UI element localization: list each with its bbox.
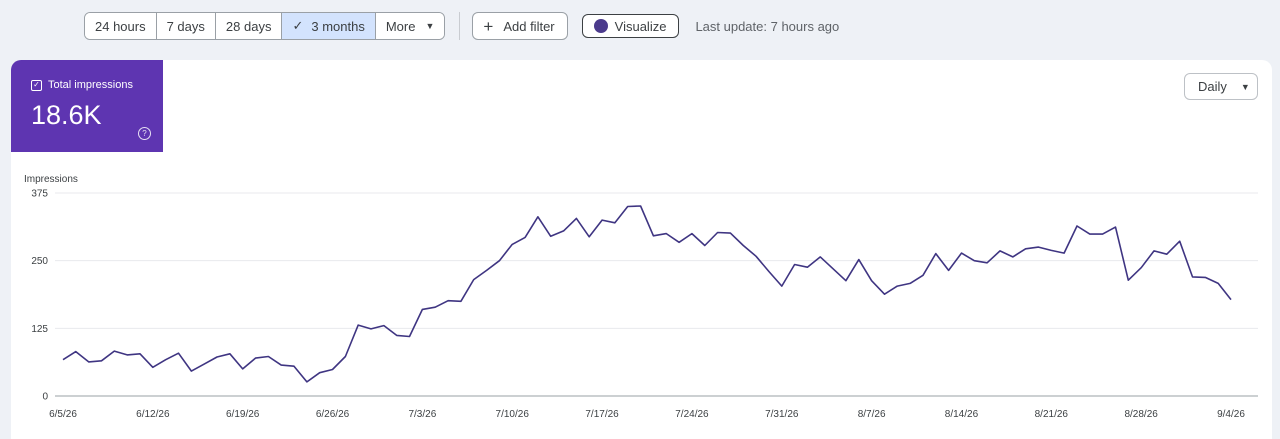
add-filter-button[interactable]: + Add filter [472,12,568,40]
visualize-button[interactable]: Visualize [581,14,680,38]
caret-down-icon: ▼ [425,21,435,31]
date-range-selector: 24 hours 7 days 28 days ✓ 3 months More … [84,12,446,40]
range-7-days-button[interactable]: 7 days [156,13,216,39]
add-filter-label: Add filter [503,18,555,34]
range-3-months-label: 3 months [311,18,365,34]
range-28-days-button[interactable]: 28 days [215,13,283,39]
performance-card [11,60,1272,439]
metric-label: Total impressions [48,79,133,91]
more-dropdown[interactable]: More ▼ [375,13,445,39]
granularity-dropdown[interactable]: Daily ▼ [1184,73,1258,100]
checkbox-checked-icon[interactable]: ✓ [31,79,42,91]
toolbar: 24 hours 7 days 28 days ✓ 3 months More … [84,12,839,40]
caret-down-icon: ▼ [1240,81,1250,92]
metric-value: 18.6K [31,100,102,130]
metric-header: ✓ Total impressions [31,79,133,91]
toolbar-divider [459,12,461,40]
granularity-label: Daily [1198,79,1227,94]
total-impressions-card[interactable]: ✓ Total impressions 18.6K ? [11,60,163,152]
help-icon[interactable]: ? [138,127,151,140]
visualize-icon [593,19,608,33]
checkmark-icon: ✓ [292,18,304,33]
visualize-label: Visualize [614,18,667,34]
plus-icon: + [483,16,494,36]
last-update-text: Last update: 7 hours ago [695,18,840,34]
range-24-hours-button[interactable]: 24 hours [85,13,157,39]
range-3-months-button[interactable]: ✓ 3 months [282,13,376,39]
more-label: More [385,18,416,34]
